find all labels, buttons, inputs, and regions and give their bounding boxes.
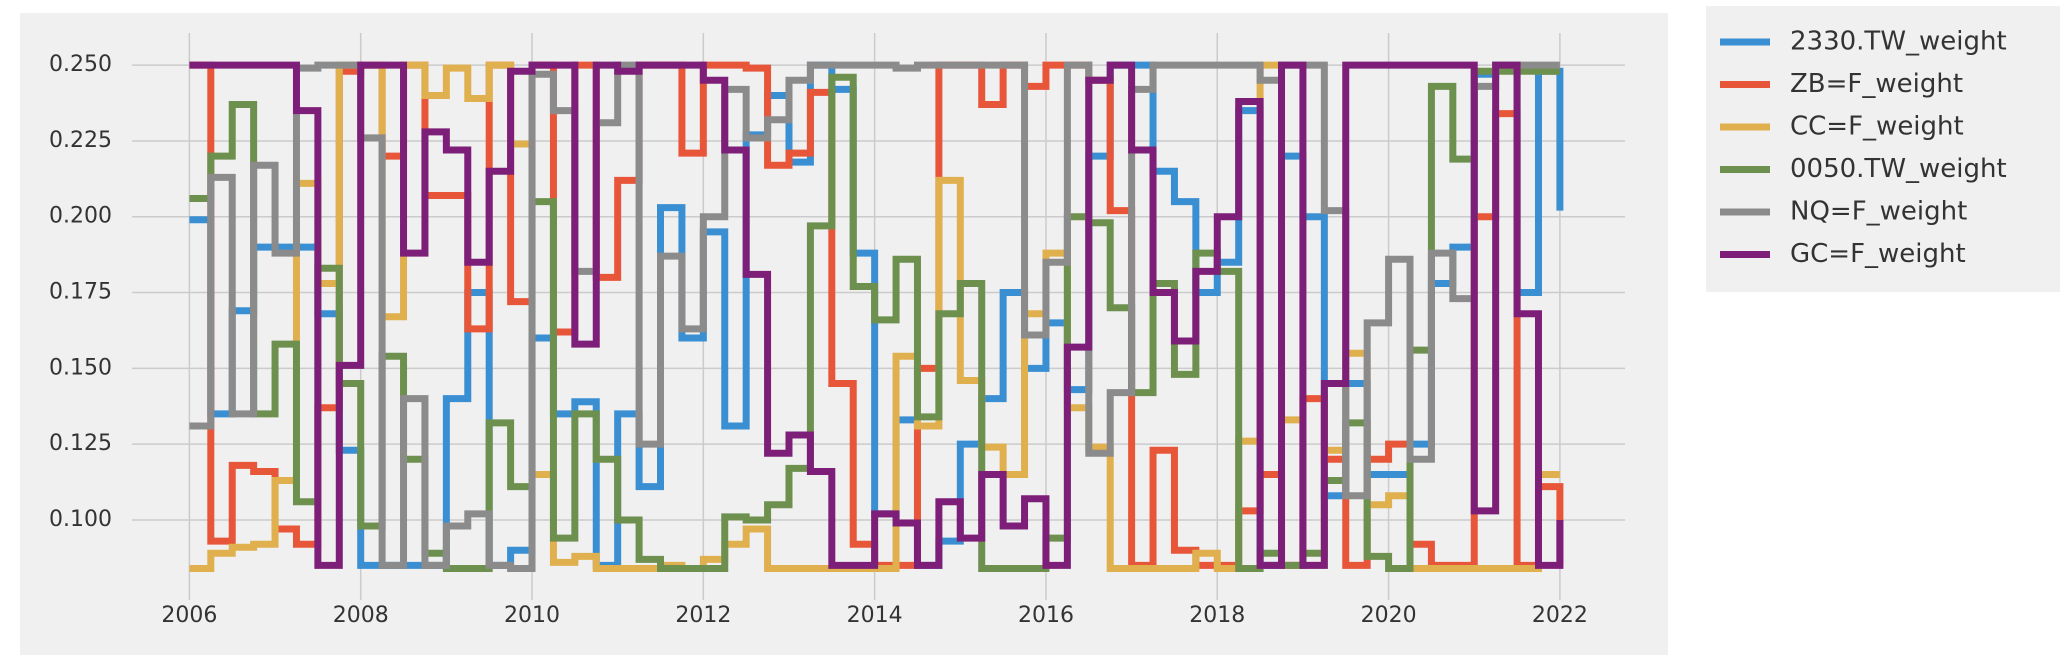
legend-label: GC=F_weight (1790, 239, 1966, 269)
x-tick-label: 2008 (333, 603, 389, 628)
legend-label: CC=F_weight (1790, 112, 1964, 142)
x-tick-label: 2006 (161, 603, 217, 628)
plot-background (20, 13, 1668, 655)
x-tick-label: 2012 (675, 603, 731, 628)
y-tick-label: 0.250 (49, 52, 112, 77)
series-line (189, 61, 1564, 569)
x-tick-label: 2010 (504, 603, 560, 628)
legend-label: 2330.TW_weight (1790, 27, 2007, 57)
legend-label: ZB=F_weight (1790, 69, 1963, 99)
y-tick-label: 0.175 (49, 280, 112, 305)
x-tick-label: 2022 (1532, 603, 1588, 628)
series-line (189, 61, 1560, 572)
legend-label: NQ=F_weight (1790, 197, 1967, 227)
y-tick-label: 0.200 (49, 204, 112, 229)
x-tick-label: 2016 (1018, 603, 1074, 628)
x-tick-label: 2020 (1361, 603, 1417, 628)
y-tick-label: 0.125 (49, 431, 112, 456)
y-tick-label: 0.225 (49, 128, 112, 153)
legend-label: 0050.TW_weight (1790, 154, 2007, 184)
x-tick-label: 2014 (847, 603, 903, 628)
x-tick-label: 2018 (1189, 603, 1245, 628)
y-tick-label: 0.100 (49, 507, 112, 532)
legend-box (1706, 6, 2060, 292)
legend: 2330.TW_weight ZB=F_weight CC=F_weight 0050… (1720, 27, 2007, 269)
y-tick-label: 0.150 (49, 355, 112, 380)
